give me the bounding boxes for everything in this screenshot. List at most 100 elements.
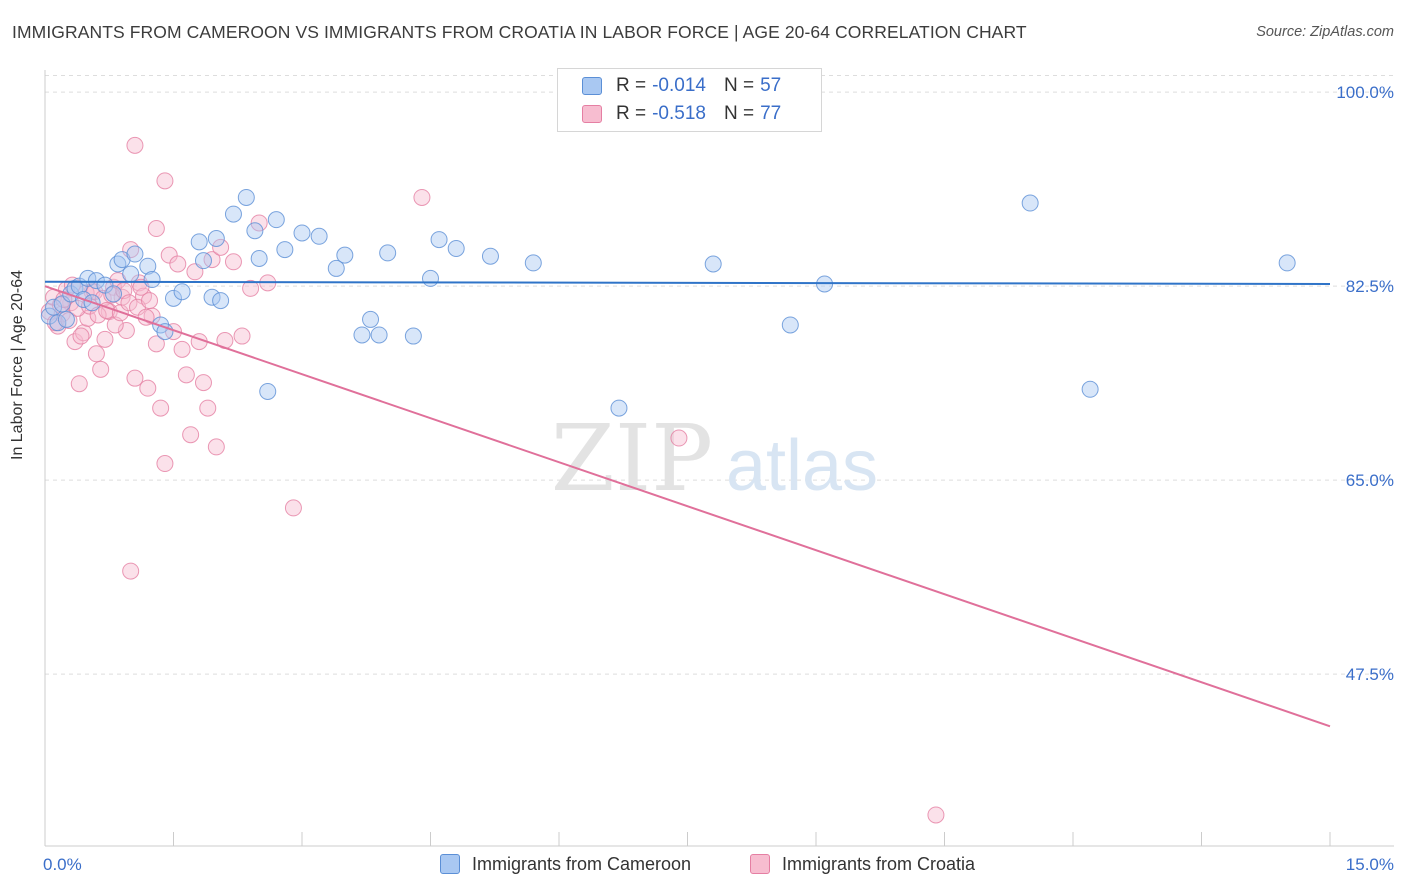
data-points	[40, 136, 1296, 824]
bottom-legend-cameroon: Immigrants from Cameroon	[440, 852, 691, 876]
point-croatia	[207, 438, 225, 456]
grid-lines	[45, 75, 1394, 675]
point-cameroon	[165, 289, 182, 307]
point-croatia	[96, 330, 114, 348]
point-croatia	[87, 345, 105, 363]
point-cameroon	[353, 326, 371, 344]
watermark-zip: ZIP	[551, 405, 713, 512]
bottom-legend-swatch-cameroon	[440, 854, 460, 874]
point-croatia	[233, 327, 251, 345]
point-croatia	[122, 562, 140, 580]
point-croatia	[126, 136, 144, 154]
x-tick-label: 15.0%	[1346, 855, 1394, 874]
point-croatia	[670, 429, 688, 447]
point-cameroon	[430, 231, 448, 249]
watermark-atlas: atlas	[726, 426, 878, 506]
point-cameroon	[190, 233, 208, 251]
point-croatia	[182, 426, 200, 444]
point-croatia	[284, 499, 302, 517]
bottom-legend-swatch-croatia	[750, 854, 770, 874]
point-cameroon	[224, 205, 242, 223]
point-cameroon	[237, 188, 255, 206]
point-croatia	[79, 309, 97, 327]
point-cameroon	[194, 252, 212, 270]
point-croatia	[156, 455, 174, 473]
bottom-legend-croatia: Immigrants from Croatia	[750, 852, 975, 876]
trend-line-croatia	[44, 285, 1331, 728]
point-cameroon	[524, 254, 542, 272]
trend-lines	[44, 280, 1331, 728]
x-tick-label: 0.0%	[43, 855, 82, 874]
point-croatia	[203, 251, 221, 269]
point-cameroon	[1081, 380, 1099, 398]
legend-r-label: R =	[616, 75, 647, 96]
legend-n-value-cameroon: 57	[760, 75, 782, 96]
point-croatia	[117, 322, 135, 340]
source-label: Source: ZipAtlas.com	[1256, 24, 1394, 40]
point-cameroon	[57, 310, 75, 328]
point-croatia	[194, 374, 212, 392]
point-cameroon	[126, 245, 144, 263]
point-cameroon	[293, 224, 311, 242]
point-cameroon	[113, 251, 131, 269]
point-croatia	[173, 340, 191, 358]
chart-title: IMMIGRANTS FROM CAMEROON VS IMMIGRANTS F…	[12, 22, 1027, 42]
point-cameroon	[704, 255, 722, 273]
bottom-legend-label-cameroon: Immigrants from Cameroon	[472, 853, 692, 874]
trend-line-cameroon	[44, 280, 1331, 285]
point-cameroon	[1278, 254, 1296, 272]
point-cameroon	[1021, 194, 1039, 212]
y-tick-label: 100.0%	[1336, 83, 1394, 102]
point-cameroon	[267, 211, 285, 229]
point-cameroon	[404, 327, 422, 345]
point-cameroon	[310, 227, 328, 245]
point-cameroon	[481, 247, 499, 265]
point-croatia	[413, 188, 431, 206]
y-tick-label: 47.5%	[1346, 665, 1394, 684]
point-croatia	[177, 366, 195, 384]
axes	[44, 70, 1394, 847]
bottom-legend-label-croatia: Immigrants from Croatia	[782, 853, 976, 874]
point-cameroon	[250, 249, 268, 267]
point-cameroon	[246, 222, 264, 240]
point-croatia	[139, 379, 157, 397]
point-cameroon	[327, 259, 345, 277]
point-cameroon	[276, 241, 294, 259]
point-croatia	[70, 375, 88, 393]
point-cameroon	[422, 269, 439, 287]
legend-swatch-croatia	[582, 105, 602, 123]
point-croatia	[92, 360, 110, 378]
tick-labels: 47.5% 65.0% 82.5% 100.0% 0.0% 15.0%	[43, 83, 1394, 874]
point-cameroon	[212, 292, 230, 310]
point-croatia	[156, 172, 174, 190]
point-cameroon	[379, 244, 397, 262]
point-croatia	[126, 369, 144, 387]
point-croatia	[72, 327, 90, 345]
legend-r-label: R =	[616, 103, 647, 124]
point-cameroon	[40, 307, 58, 325]
point-croatia	[160, 246, 178, 264]
point-cameroon	[143, 271, 161, 289]
point-cameroon	[45, 298, 63, 316]
correlation-legend: R = -0.014 N = 57 R = -0.518 N = 77	[557, 68, 822, 132]
point-cameroon	[447, 239, 465, 257]
legend-r-value-croatia: -0.518	[652, 103, 706, 124]
point-cameroon	[259, 382, 277, 400]
point-cameroon	[105, 285, 123, 303]
y-axis-label: In Labor Force | Age 20-64	[9, 269, 26, 460]
point-croatia	[152, 399, 170, 417]
point-croatia	[224, 253, 242, 271]
legend-row-croatia: R = -0.518 N = 77	[582, 103, 781, 125]
point-croatia	[141, 292, 159, 310]
point-croatia	[212, 238, 230, 256]
point-croatia	[927, 806, 945, 824]
point-cameroon	[610, 399, 628, 417]
point-croatia	[147, 335, 165, 353]
point-croatia	[169, 255, 187, 273]
y-tick-label: 65.0%	[1346, 471, 1394, 490]
point-cameroon	[781, 316, 799, 334]
point-cameroon	[49, 314, 67, 332]
point-cameroon	[173, 283, 191, 301]
legend-r-value-cameroon: -0.014	[652, 75, 706, 96]
